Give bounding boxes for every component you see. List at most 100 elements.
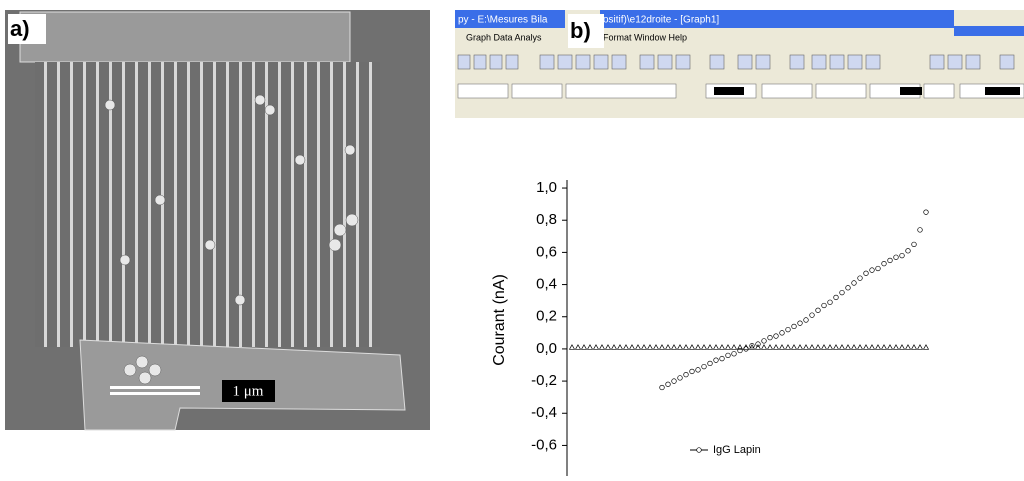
circle-point [677, 375, 683, 381]
triangle-point [646, 344, 654, 350]
circle-point [749, 343, 755, 349]
triangle-point [778, 344, 786, 350]
triangle-point [880, 344, 888, 350]
triangle-point [832, 344, 840, 350]
triangle-point [754, 344, 762, 350]
circle-point [689, 368, 695, 375]
circle-point [917, 227, 923, 233]
circle-point [911, 241, 917, 247]
circle-point [869, 267, 875, 273]
circle-point [803, 317, 809, 323]
triangle-point [634, 344, 642, 350]
triangle-point [826, 344, 834, 350]
y-tick-label: -0,4 [531, 404, 557, 421]
triangle-point [688, 344, 696, 350]
circle-point [875, 265, 881, 272]
circle-point [731, 351, 737, 357]
y-tick-label: 0,8 [536, 211, 557, 228]
triangle-point [604, 344, 612, 350]
y-tick-label: 0,2 [536, 308, 557, 325]
y-axis-label: Courant (nA) [491, 274, 508, 366]
circle-point [773, 333, 779, 339]
y-tick-label: 1,0 [536, 179, 557, 196]
triangle-point [796, 344, 804, 350]
circle-point [821, 302, 827, 309]
circle-point [809, 312, 815, 318]
circle-point [659, 384, 665, 391]
triangle-point [790, 344, 798, 350]
triangle-point [892, 344, 900, 350]
triangle-point [700, 344, 708, 350]
triangle-point [610, 344, 618, 350]
legend-marker [696, 447, 702, 453]
circle-point [767, 335, 773, 341]
triangle-point [574, 344, 582, 350]
triangle-point [640, 344, 648, 350]
triangle-point [862, 344, 870, 350]
triangle-point [568, 344, 576, 350]
y-tick-label: 0,4 [536, 276, 557, 293]
triangle-point [616, 344, 624, 350]
circle-point [671, 378, 677, 384]
toolbar-screenshot: py - E:\Mesures Bila ositif)\e12droite -… [455, 10, 1024, 118]
triangle-point [766, 344, 774, 350]
triangle-point [850, 344, 858, 350]
triangle-point [898, 344, 906, 350]
circle-point [851, 280, 857, 286]
triangle-point [808, 344, 816, 350]
triangle-point [670, 344, 678, 350]
y-tick-label: 0,0 [536, 340, 557, 357]
circle-point [923, 209, 929, 215]
triangle-point [718, 344, 726, 350]
circle-point [779, 330, 785, 336]
triangle-point [592, 344, 600, 350]
chart: Courant (nA) 1,0 0,8 0,6 0,4 0,2 0,0 -0,2 -0,4 -… [491, 179, 930, 476]
triangle-point [772, 344, 780, 350]
triangle-point [580, 344, 588, 350]
window-title: py - E:\Mesures Bila [458, 15, 548, 26]
triangle-point [874, 344, 882, 350]
circle-point [761, 338, 767, 344]
triangle-point [742, 344, 750, 350]
panel-label: b) [570, 18, 591, 43]
triangle-point [658, 344, 666, 350]
scale-label: 1 μm [233, 383, 264, 399]
menu: Graph Data Analys [466, 32, 542, 42]
triangle-point [724, 344, 732, 350]
circle-point [863, 270, 869, 276]
circle-point [845, 285, 851, 291]
y-tick-label: -0,6 [531, 436, 557, 453]
triangle-point [820, 344, 828, 350]
circle-point [791, 323, 797, 330]
triangle-point [628, 344, 636, 350]
circle-point [725, 352, 731, 358]
triangle-point [712, 344, 720, 350]
triangle-point [652, 344, 660, 350]
triangle-point [814, 344, 822, 350]
triangle-point [694, 344, 702, 350]
triangle-point [856, 344, 864, 350]
triangle-point [748, 344, 756, 350]
circle-point [899, 252, 905, 259]
circle-point [683, 372, 689, 378]
triangle-point [868, 344, 876, 350]
sem-image: 1 μm a) [5, 10, 430, 431]
circle-point [797, 320, 803, 326]
triangle-point [682, 344, 690, 350]
triangle-point [802, 344, 810, 350]
circle-point [665, 381, 671, 387]
triangle-point [760, 344, 768, 350]
triangle-point [904, 344, 912, 350]
legend-label: IgG Lapin [713, 444, 761, 456]
circle-point [857, 275, 863, 281]
triangle-point [736, 344, 744, 350]
menu: Format Window Help [603, 32, 687, 42]
circle-point [881, 261, 887, 267]
triangle-point [622, 344, 630, 350]
triangle-point [730, 344, 738, 350]
circle-point [755, 341, 761, 347]
panel-label: a) [10, 16, 30, 41]
window-title: ositif)\e12droite - [Graph1] [603, 15, 719, 26]
